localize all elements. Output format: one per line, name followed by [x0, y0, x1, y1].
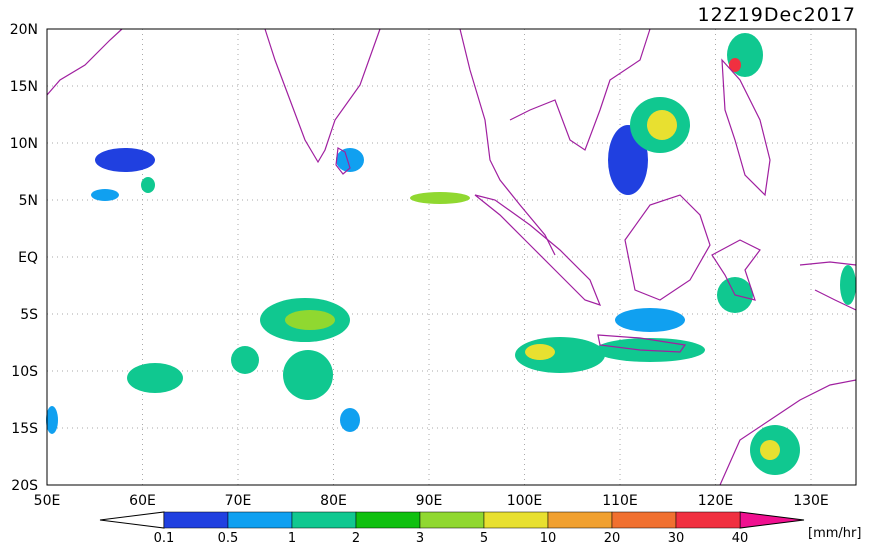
colorbar-label: 0.5	[218, 531, 239, 544]
coastlines	[46, 28, 857, 486]
rain-area	[46, 406, 58, 434]
colorbar-bin	[547, 511, 613, 529]
colorbar-label: 40	[732, 531, 749, 544]
lat-label: 10N	[10, 136, 38, 152]
colorbar-bin	[483, 511, 549, 529]
colorbar-bin	[675, 511, 741, 529]
coastline	[799, 261, 857, 311]
colorbar-bin	[227, 511, 293, 529]
lon-label: 80E	[320, 493, 347, 509]
lon-label: 120E	[698, 493, 734, 509]
grid	[47, 29, 856, 485]
coastline	[597, 334, 687, 353]
rain-area	[410, 192, 470, 204]
colorbar: 0.1 0.5 1 2 3 5 10 20 30 40	[99, 511, 805, 544]
colorbar-label: 5	[480, 531, 488, 544]
coastline	[624, 194, 711, 301]
rain-area	[95, 148, 155, 172]
frame	[46, 28, 857, 486]
rain-area	[647, 110, 677, 140]
lat-label: 15N	[10, 79, 38, 95]
coastline	[721, 58, 771, 197]
rain-area	[283, 350, 333, 400]
rain-area	[760, 440, 780, 460]
coastline	[46, 28, 123, 96]
lon-label: 70E	[225, 493, 252, 509]
rain-area	[840, 265, 856, 305]
colorbar-label: 0.1	[154, 531, 175, 544]
lat-label: 20S	[11, 478, 38, 494]
lon-label: 100E	[507, 493, 543, 509]
lat-label: 10S	[11, 364, 38, 380]
colorbar-label: 3	[416, 531, 424, 544]
colorbar-bin	[163, 511, 229, 529]
colorbar-label: 2	[352, 531, 360, 544]
colorbar-unit: [mm/hr]	[808, 526, 861, 541]
colorbar-label: 20	[604, 531, 621, 544]
rain-area	[336, 148, 364, 172]
colorbar-bin	[291, 511, 357, 529]
lon-label: 130E	[793, 493, 829, 509]
rain-area	[231, 346, 259, 374]
colorbar-bin	[419, 511, 485, 529]
lon-label: 90E	[416, 493, 443, 509]
rain-area	[141, 177, 155, 193]
rain-area	[340, 408, 360, 432]
colorbar-bin	[611, 511, 677, 529]
coastline	[335, 147, 351, 175]
lat-label: 15S	[11, 421, 38, 437]
coastline	[474, 194, 602, 306]
lon-label: 50E	[34, 493, 61, 509]
lat-label: EQ	[18, 250, 38, 266]
colorbar-label: 10	[540, 531, 557, 544]
coastline	[719, 379, 857, 486]
coastline	[711, 239, 761, 301]
rain-area	[127, 363, 183, 393]
coastline	[459, 28, 651, 256]
coastline	[264, 28, 381, 164]
lon-label: 110E	[602, 493, 638, 509]
lat-label: 5N	[19, 193, 38, 209]
colorbar-bin	[355, 511, 421, 529]
rain-area	[615, 308, 685, 332]
colorbar-label: 30	[668, 531, 685, 544]
lat-label: 20N	[10, 22, 38, 38]
rain-area	[525, 344, 555, 360]
rain-area	[91, 189, 119, 201]
lat-label: 5S	[20, 307, 38, 323]
map-title: 12Z19Dec2017	[698, 4, 857, 26]
lon-label: 60E	[129, 493, 156, 509]
colorbar-label: 1	[288, 531, 296, 544]
rain-area	[285, 310, 335, 330]
rain-area	[729, 58, 741, 72]
